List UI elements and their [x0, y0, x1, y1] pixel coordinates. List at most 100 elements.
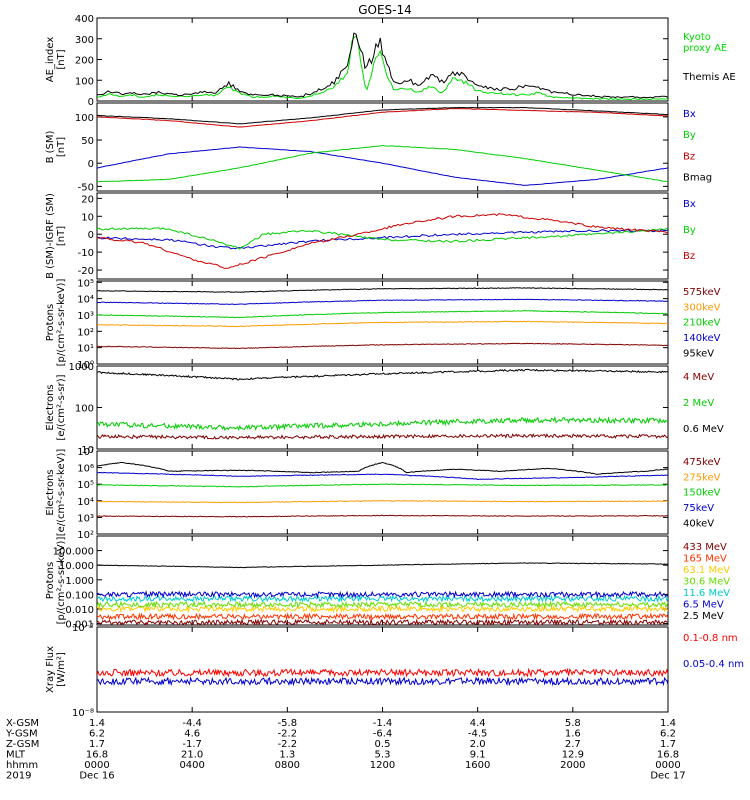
y-tick-label: 100.000 — [53, 547, 94, 558]
panel-7: 10⁻⁸ 10⁻⁷ Xray Flux[W/m²] 0.1-0.8 nm 0.05-0.… — [45, 623, 744, 719]
x-cell: 21.0 — [181, 750, 203, 761]
x-row-label: 2019 — [6, 771, 31, 782]
x-cell: 0800 — [275, 760, 300, 771]
series-line — [97, 227, 668, 250]
x-cell: 4.4 — [470, 718, 486, 729]
series-line — [97, 35, 668, 101]
series-line — [97, 287, 668, 293]
panel-2: -20 -10 0 10 20 B (SM)-IGRF (SM)[nT] Bx By Bz — [45, 192, 696, 280]
legend-entry: 433 MeV — [683, 542, 727, 553]
legend-entry: 575keV — [683, 287, 721, 298]
x-cell: 1.6 — [565, 729, 581, 740]
series-line — [97, 320, 668, 328]
y-axis-label: B (SM)-IGRF (SM)[nT] — [45, 193, 67, 279]
legend-entry: 4 MeV — [683, 372, 714, 383]
series-line — [97, 604, 668, 614]
x-cell: 5.3 — [375, 750, 391, 761]
legend-entry: 165 MeV — [683, 554, 727, 565]
y-tick-label: 10.000 — [59, 561, 94, 572]
series-line — [97, 342, 668, 350]
panel-frame — [96, 626, 669, 713]
series-line — [97, 562, 668, 569]
y-tick-label: 50 — [81, 136, 94, 147]
y-tick-label: 10⁴ — [77, 497, 94, 508]
y-axis-label: B (SM)[nT] — [45, 130, 67, 163]
x-cell: 4.6 — [184, 729, 200, 740]
y-tick-label: 300 — [75, 35, 94, 46]
x-cell: 2000 — [560, 760, 585, 771]
x-cell: 5.8 — [565, 718, 581, 729]
legend-entry: 300keV — [683, 302, 721, 313]
legend-entry: 0.6 MeV — [683, 424, 724, 435]
x-cell: -6.4 — [373, 729, 393, 740]
legend-entry: 63.1 MeV — [683, 565, 730, 576]
x-cell: -4.4 — [182, 718, 202, 729]
y-tick-label: 1000 — [69, 362, 94, 373]
y-axis-label: Protons[p/(cm²-s-sr-keV)] — [45, 279, 67, 367]
legend-entry: 275keV — [683, 472, 721, 483]
y-axis-label: Protons[p/(cm²-s-sr-keV)] — [45, 537, 67, 625]
legend-entry: Bx — [683, 199, 696, 210]
x-cell: 0.5 — [375, 739, 391, 750]
series-line — [97, 594, 668, 604]
x-cell: 1200 — [370, 760, 395, 771]
series-line — [97, 432, 668, 440]
legend-entry: Bz — [683, 151, 695, 162]
x-cell: Dec 17 — [650, 771, 685, 782]
legend-entry: Bz — [683, 251, 695, 262]
series-line — [97, 676, 668, 687]
x-cell: Dec 16 — [79, 771, 114, 782]
legend-entry: 95keV — [683, 348, 714, 359]
y-tick-label: 10¹ — [77, 344, 94, 355]
x-cell: 1.4 — [660, 718, 676, 729]
panel-frame — [96, 192, 669, 280]
x-cell: 6.2 — [660, 729, 676, 740]
legend-entry: 0.1-0.8 nm — [683, 633, 738, 644]
y-tick-label: 1.000 — [65, 576, 94, 587]
x-cell: 2.7 — [565, 739, 581, 750]
legend-entry: By — [683, 225, 696, 236]
x-row-label: MLT — [6, 750, 26, 761]
panel-frame — [96, 102, 669, 192]
y-tick-label: -20 — [78, 266, 94, 277]
x-cell: -1.7 — [182, 739, 202, 750]
y-tick-label: 10⁶ — [77, 464, 94, 475]
legend-entry: 11.6 MeV — [683, 588, 730, 599]
x-cell: 1600 — [465, 760, 490, 771]
series-line — [97, 514, 668, 518]
panel-frame — [96, 535, 669, 626]
y-tick-label: 400 — [75, 14, 94, 25]
legend-entry: 30.6 MeV — [683, 577, 730, 588]
series-line — [97, 600, 668, 609]
y-axis-label: Electrons[e/(cm²-s-sr-keV)] — [45, 449, 67, 537]
series-line — [97, 500, 668, 504]
y-tick-label: 100 — [75, 404, 94, 415]
panel-3: 10⁰ 10¹ 10² 10³ 10⁴ 10⁵ Protons[p/(cm²-s-sr-ke… — [45, 278, 721, 371]
y-tick-label: 10 — [81, 212, 94, 223]
series-line — [97, 298, 668, 306]
x-cell: -2.2 — [278, 729, 298, 740]
x-row-label: X-GSM — [6, 718, 39, 729]
y-tick-label: 10³ — [77, 311, 94, 322]
x-row-label: Z-GSM — [6, 739, 39, 750]
x-cell: 2.0 — [470, 739, 486, 750]
series-line — [97, 144, 668, 183]
y-tick-label: -10 — [78, 248, 94, 259]
y-tick-label: 10² — [77, 327, 94, 338]
x-cell: 12.9 — [562, 750, 584, 761]
y-tick-label: 10⁷ — [77, 447, 94, 458]
legend-entry: 475keV — [683, 457, 721, 468]
series-line — [97, 461, 668, 475]
y-tick-label: 0 — [88, 159, 94, 170]
series-line — [97, 229, 668, 250]
x-cell: -2.2 — [278, 739, 298, 750]
legend-entry: 6.5 MeV — [683, 600, 724, 611]
x-cell: 9.1 — [470, 750, 486, 761]
legend-entry: By — [683, 130, 696, 141]
x-cell: 1.7 — [89, 739, 105, 750]
x-cell: -1.4 — [373, 718, 393, 729]
y-axis-label: AE_index[nT] — [45, 37, 67, 83]
x-cell: -4.5 — [468, 729, 488, 740]
series-line — [97, 32, 668, 99]
